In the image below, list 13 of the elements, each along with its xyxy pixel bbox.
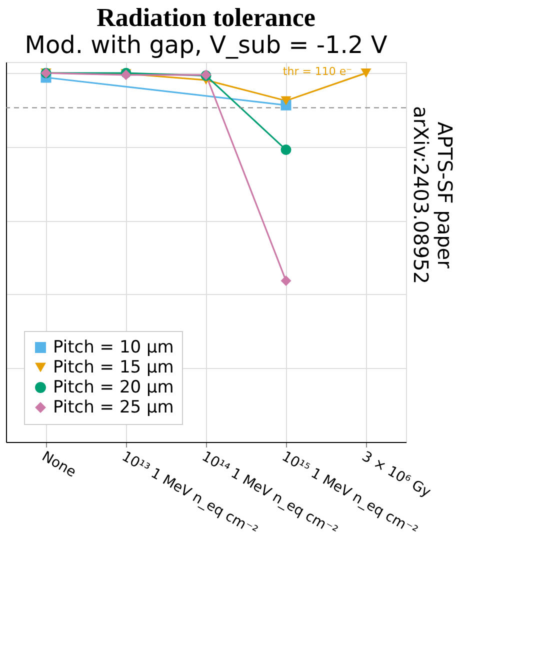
legend-label: Pitch = 10 µm bbox=[53, 338, 174, 358]
point bbox=[360, 68, 372, 78]
chart-subtitle: Mod. with gap, V_sub = -1.2 V bbox=[24, 31, 388, 59]
chart-title: Radiation tolerance bbox=[96, 3, 316, 32]
point bbox=[280, 144, 292, 156]
legend-label: Pitch = 25 µm bbox=[53, 398, 174, 418]
legend-label: Pitch = 15 µm bbox=[53, 358, 174, 378]
point bbox=[280, 276, 292, 286]
text: APTS-SF paper bbox=[433, 122, 457, 270]
point bbox=[280, 96, 292, 106]
annotation: thr = 110 e⁻ bbox=[282, 65, 352, 78]
text: arXiv:2403.08952 bbox=[409, 106, 433, 284]
legend-label: Pitch = 20 µm bbox=[53, 378, 174, 398]
